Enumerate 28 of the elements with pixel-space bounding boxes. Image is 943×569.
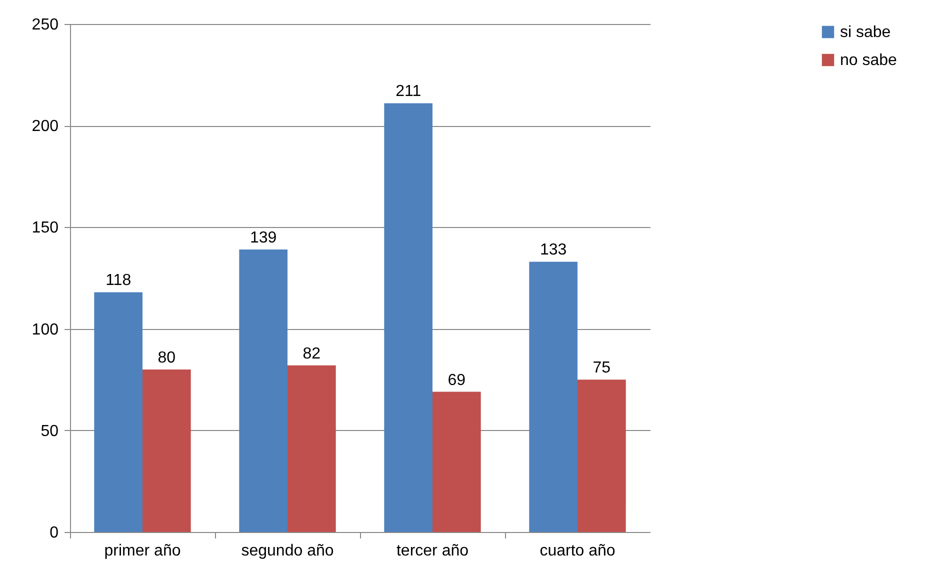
y-tick-label: 150: [32, 220, 59, 237]
bar: [94, 292, 142, 532]
data-label: 211: [396, 83, 422, 100]
legend-label: no sabe: [840, 52, 898, 69]
data-label: 133: [540, 242, 567, 259]
x-tick-label: segundo año: [241, 542, 334, 560]
legend-label: si sabe: [840, 24, 891, 41]
data-label: 118: [106, 272, 132, 290]
x-tick-label: tercer año: [396, 542, 469, 560]
bar: [239, 250, 288, 532]
bar: [432, 392, 481, 532]
data-label: 82: [302, 345, 321, 362]
bar: [142, 369, 191, 532]
bar: [384, 103, 432, 532]
data-label: 69: [448, 372, 466, 389]
bar: [578, 380, 626, 532]
y-tick-label: 100: [32, 321, 59, 338]
y-tick-label: 50: [40, 422, 59, 440]
x-tick-label: cuarto año: [540, 542, 616, 560]
x-tick-label: primer año: [104, 542, 181, 560]
bar: [288, 365, 336, 532]
y-tick-label: 0: [50, 524, 59, 542]
data-label: 75: [592, 360, 611, 377]
data-label: 139: [250, 230, 277, 247]
y-tick-label: 200: [32, 118, 59, 136]
bar: [529, 262, 578, 532]
y-tick-label: 250: [32, 16, 59, 34]
data-label: 80: [158, 349, 176, 366]
